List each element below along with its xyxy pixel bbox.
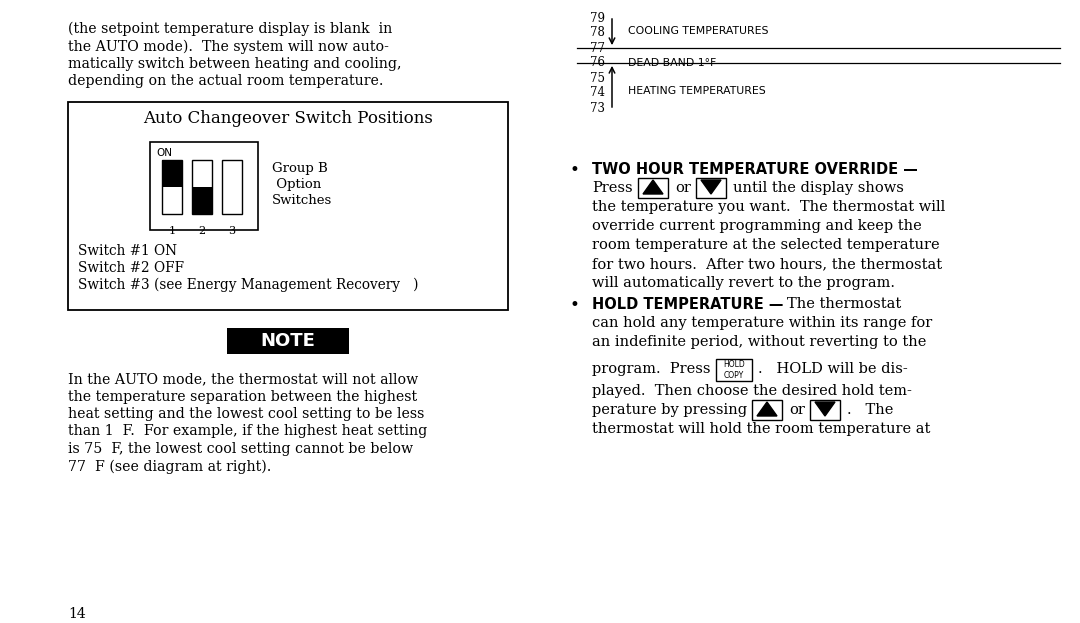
Text: Switch #1 ON: Switch #1 ON xyxy=(78,244,177,258)
Text: (the setpoint temperature display is blank  in: (the setpoint temperature display is bla… xyxy=(68,22,392,36)
Text: for two hours.  After two hours, the thermostat: for two hours. After two hours, the ther… xyxy=(592,257,942,271)
Text: ON: ON xyxy=(156,148,172,158)
Text: until the display shows: until the display shows xyxy=(733,181,904,195)
Bar xyxy=(192,160,212,214)
Polygon shape xyxy=(643,180,663,194)
Text: COOLING TEMPERATURES: COOLING TEMPERATURES xyxy=(627,26,769,36)
Text: 74: 74 xyxy=(590,87,605,100)
Text: .   The: . The xyxy=(847,403,893,417)
Bar xyxy=(810,400,840,420)
Text: Switch #2 OFF: Switch #2 OFF xyxy=(78,261,184,275)
Polygon shape xyxy=(815,402,835,416)
Text: The thermostat: The thermostat xyxy=(787,297,901,311)
Bar xyxy=(716,359,752,381)
Text: program.  Press: program. Press xyxy=(592,362,711,376)
Bar xyxy=(192,187,212,214)
Text: Group B: Group B xyxy=(272,162,327,175)
Text: 77  F (see diagram at right).: 77 F (see diagram at right). xyxy=(68,460,271,474)
Text: HEATING TEMPERATURES: HEATING TEMPERATURES xyxy=(627,86,766,96)
Text: 1: 1 xyxy=(168,226,176,236)
Text: an indefinite period, without reverting to the: an indefinite period, without reverting … xyxy=(592,335,927,349)
Text: the temperature separation between the highest: the temperature separation between the h… xyxy=(68,389,417,404)
Text: •: • xyxy=(570,297,580,314)
Text: In the AUTO mode, the thermostat will not allow: In the AUTO mode, the thermostat will no… xyxy=(68,372,418,386)
Text: is 75  F, the lowest cool setting cannot be below: is 75 F, the lowest cool setting cannot … xyxy=(68,442,414,456)
Text: the AUTO mode).  The system will now auto-: the AUTO mode). The system will now auto… xyxy=(68,39,389,54)
Polygon shape xyxy=(701,180,721,194)
Bar xyxy=(68,102,508,310)
Text: NOTE: NOTE xyxy=(260,332,315,350)
Bar xyxy=(222,160,242,214)
Bar xyxy=(696,178,726,198)
Text: matically switch between heating and cooling,: matically switch between heating and coo… xyxy=(68,57,402,71)
Text: will automatically revert to the program.: will automatically revert to the program… xyxy=(592,276,895,290)
Text: Switch #3 (see Energy Management Recovery   ): Switch #3 (see Energy Management Recover… xyxy=(78,278,419,292)
Text: DEAD BAND 1°F: DEAD BAND 1°F xyxy=(627,57,716,67)
Text: can hold any temperature within its range for: can hold any temperature within its rang… xyxy=(592,316,932,330)
Text: played.  Then choose the desired hold tem-: played. Then choose the desired hold tem… xyxy=(592,384,912,398)
Text: or: or xyxy=(789,403,805,417)
Text: TWO HOUR TEMPERATURE OVERRIDE —: TWO HOUR TEMPERATURE OVERRIDE — xyxy=(592,162,918,177)
Text: 75: 75 xyxy=(590,72,605,85)
Text: 2: 2 xyxy=(199,226,205,236)
Text: or: or xyxy=(675,181,691,195)
Text: HOLD TEMPERATURE —: HOLD TEMPERATURE — xyxy=(592,297,783,312)
Text: Auto Changeover Switch Positions: Auto Changeover Switch Positions xyxy=(143,110,433,127)
Text: thermostat will hold the room temperature at: thermostat will hold the room temperatur… xyxy=(592,422,930,436)
Text: heat setting and the lowest cool setting to be less: heat setting and the lowest cool setting… xyxy=(68,407,424,421)
Text: 14: 14 xyxy=(68,607,85,621)
Bar xyxy=(150,142,258,230)
Text: •: • xyxy=(570,162,580,179)
Text: HOLD
COPY: HOLD COPY xyxy=(724,360,745,379)
Text: Option: Option xyxy=(272,178,321,191)
Text: room temperature at the selected temperature: room temperature at the selected tempera… xyxy=(592,238,940,252)
Text: Press: Press xyxy=(592,181,633,195)
Text: 77: 77 xyxy=(590,42,605,54)
Text: Switches: Switches xyxy=(272,194,333,207)
Text: perature by pressing: perature by pressing xyxy=(592,403,747,417)
Text: 3: 3 xyxy=(229,226,235,236)
Bar xyxy=(752,400,782,420)
Text: the temperature you want.  The thermostat will: the temperature you want. The thermostat… xyxy=(592,200,945,214)
Polygon shape xyxy=(757,402,777,416)
Text: than 1  F.  For example, if the highest heat setting: than 1 F. For example, if the highest he… xyxy=(68,424,428,439)
Text: 73: 73 xyxy=(590,102,605,115)
Text: depending on the actual room temperature.: depending on the actual room temperature… xyxy=(68,75,383,88)
Text: 79: 79 xyxy=(590,11,605,24)
Bar xyxy=(162,160,183,214)
Text: 76: 76 xyxy=(590,57,605,70)
Text: 78: 78 xyxy=(590,27,605,39)
Bar xyxy=(227,328,349,354)
Text: override current programming and keep the: override current programming and keep th… xyxy=(592,219,921,233)
Text: .   HOLD will be dis-: . HOLD will be dis- xyxy=(758,362,908,376)
Bar xyxy=(638,178,669,198)
Bar xyxy=(162,160,183,187)
